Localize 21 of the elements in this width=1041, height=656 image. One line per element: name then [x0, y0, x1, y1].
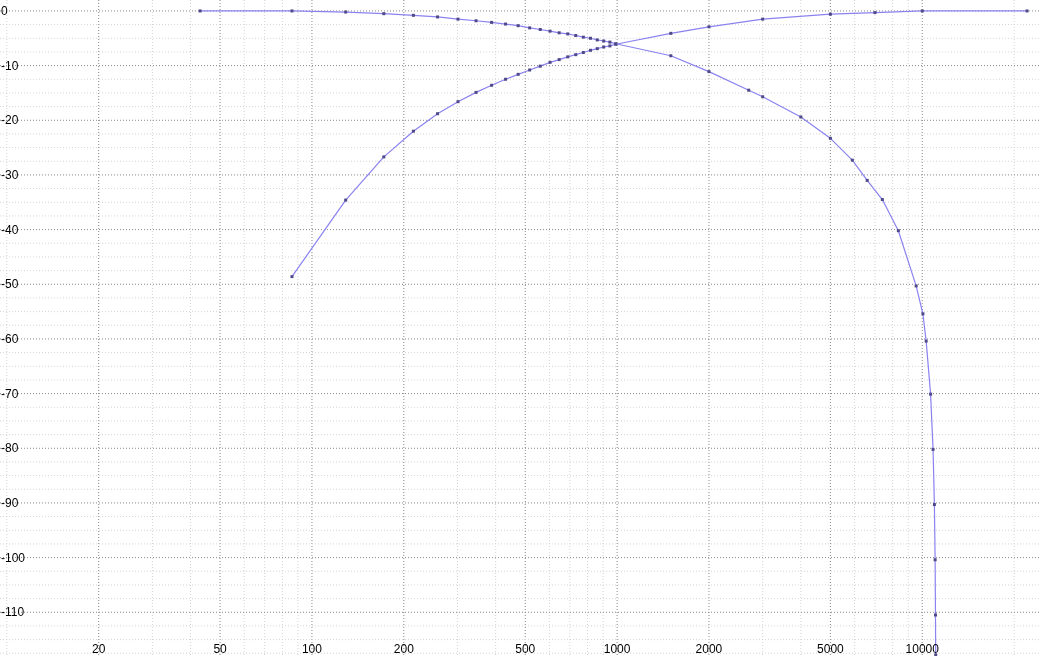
- x-tick-label: 2000: [695, 642, 723, 656]
- y-tick-label: 0: [1, 4, 8, 19]
- y-tick-label: -60: [1, 332, 19, 347]
- x-tick-label: 500: [515, 642, 536, 656]
- y-tick-label: -110: [1, 605, 25, 620]
- x-tick-label: 1000: [603, 642, 631, 656]
- x-tick-label: 10000: [905, 642, 940, 656]
- x-tick-label: 50: [213, 642, 228, 656]
- y-tick-label: -90: [1, 496, 19, 511]
- y-tick-label: -100: [1, 550, 26, 565]
- y-tick-label: -50: [1, 277, 19, 292]
- y-tick-label: -20: [1, 113, 19, 128]
- y-tick-label: -10: [1, 58, 19, 73]
- x-tick-label: 100: [301, 642, 323, 656]
- y-tick-label: -70: [1, 386, 19, 401]
- y-tick-label: -30: [1, 168, 19, 183]
- y-tick-label: -80: [1, 441, 19, 456]
- y-tick-label: -40: [1, 222, 19, 237]
- x-tick-label: 200: [393, 642, 415, 656]
- x-tick-label: 5000: [817, 642, 845, 656]
- x-tick-label: 20: [91, 642, 106, 656]
